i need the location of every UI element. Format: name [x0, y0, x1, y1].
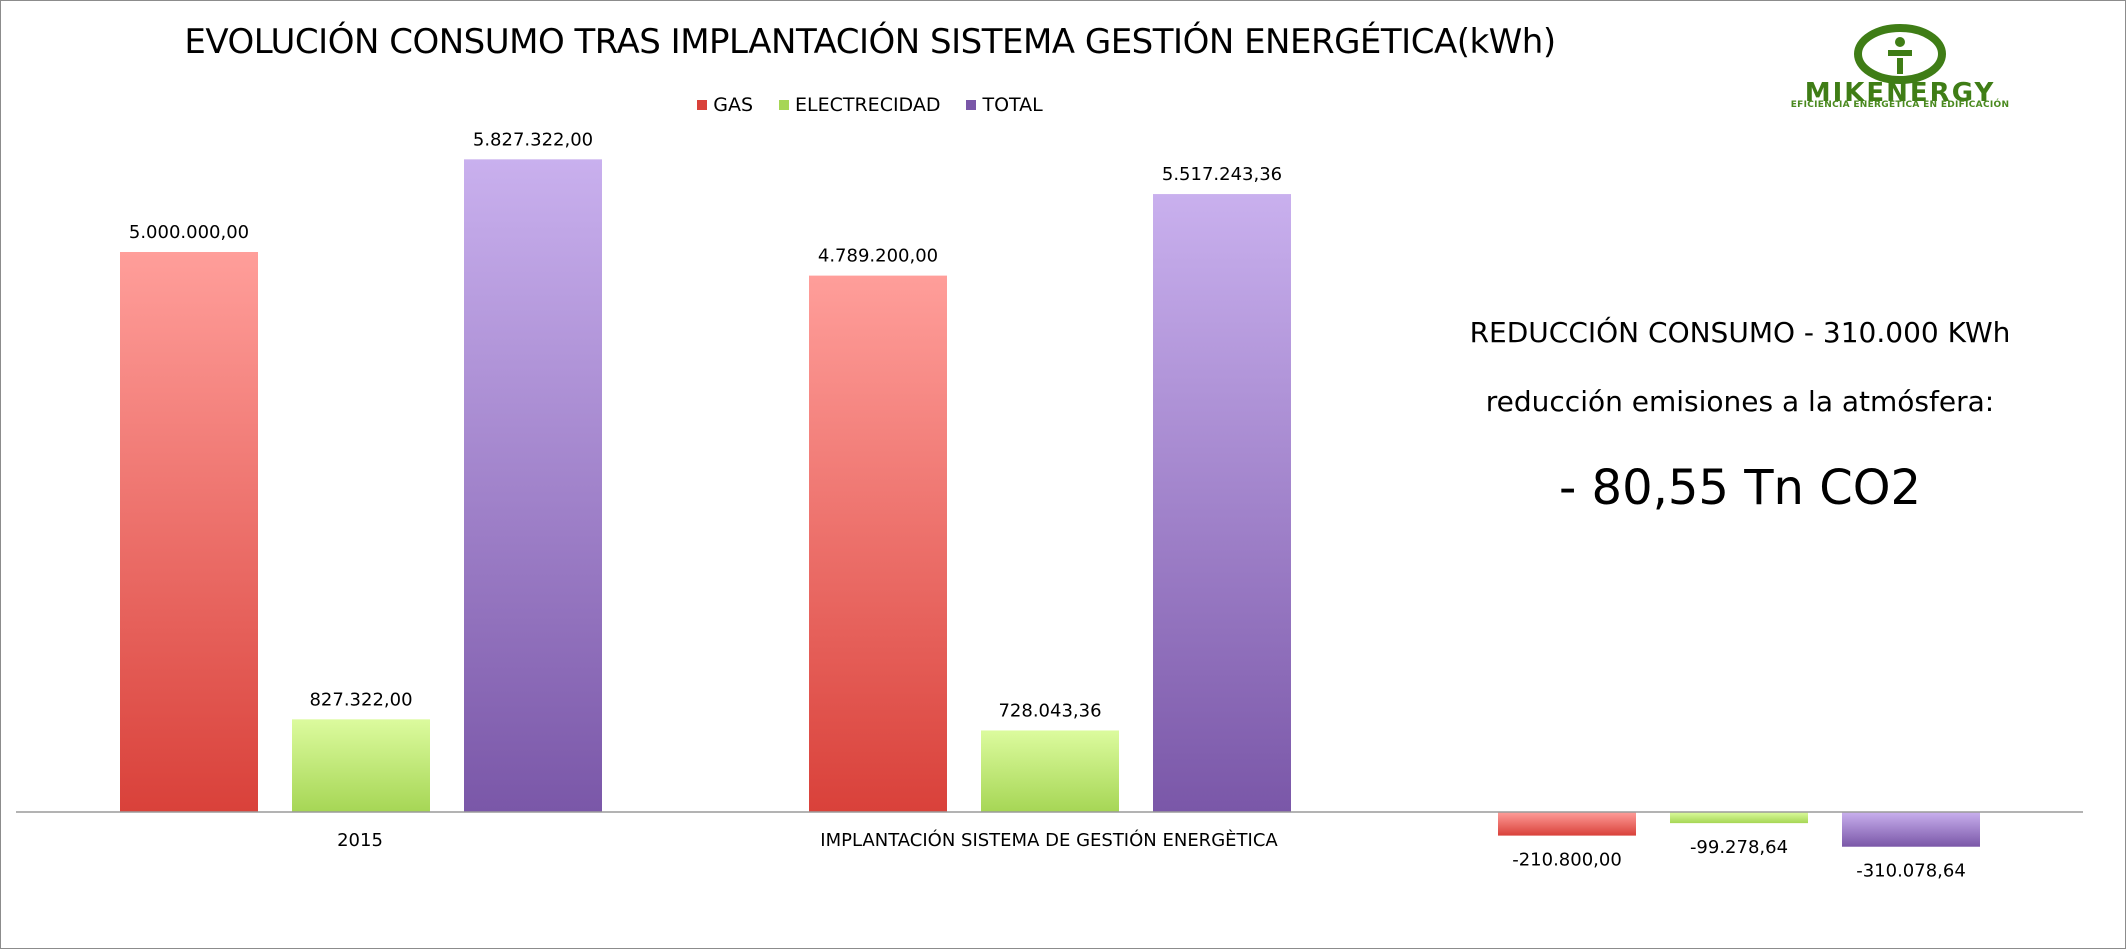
legend-label-electricidad: ELECTRECIDAD — [795, 94, 941, 116]
emissions-value: - 80,55 Tn CO2 — [1558, 460, 1922, 516]
bar-electrecidad-1 — [981, 730, 1119, 812]
legend-item-total: TOTAL — [966, 94, 1043, 116]
emissions-label: reducción emisiones a la atmósfera: — [1485, 385, 1995, 418]
legend-swatch-total — [966, 100, 977, 110]
bar-total-0 — [464, 159, 602, 812]
bar-gas-1 — [809, 275, 947, 812]
bar-gas-2 — [1498, 812, 1636, 836]
legend-item-gas: GAS — [697, 94, 753, 116]
legend-item-electricidad: ELECTRECIDAD — [779, 94, 940, 116]
mikenergy-logo — [1854, 24, 1946, 84]
logo-tagline: EFICIENCIA ENERGÉTICA EN EDIFICACIÓN — [1790, 100, 2010, 110]
bar-total-1 — [1153, 194, 1291, 813]
chart-title: EVOLUCIÓN CONSUMO TRAS IMPLANTACIÓN SIST… — [184, 22, 1556, 62]
category-label-0: 2015 — [337, 830, 383, 851]
bar-total-2 — [1842, 812, 1980, 847]
legend-swatch-electricidad — [779, 100, 790, 110]
legend-label-total: TOTAL — [982, 94, 1043, 116]
data-label-total-1: 5.517.243,36 — [1162, 164, 1282, 185]
data-label-total-0: 5.827.322,00 — [473, 129, 593, 150]
data-label-electrecidad-0: 827.322,00 — [309, 689, 412, 710]
bar-electrecidad-0 — [292, 719, 430, 812]
data-label-gas-1: 4.789.200,00 — [818, 246, 938, 267]
legend: GAS ELECTRECIDAD TOTAL — [0, 94, 1740, 116]
data-label-gas-0: 5.000.000,00 — [129, 222, 249, 243]
legend-label-gas: GAS — [713, 94, 754, 116]
data-label-electrecidad-2: -99.278,64 — [1690, 837, 1788, 858]
bar-electrecidad-2 — [1670, 812, 1808, 824]
logo-name: MIKENERGY — [1804, 78, 1996, 108]
bar-gas-0 — [120, 252, 258, 812]
reduction-note: REDUCCIÓN CONSUMO - 310.000 KWh — [1469, 316, 2011, 349]
category-label-1: IMPLANTACIÓN SISTEMA DE GESTIÓN ENERGÈTI… — [820, 829, 1278, 851]
data-label-gas-2: -210.800,00 — [1512, 850, 1622, 871]
data-label-total-2: -310.078,64 — [1856, 861, 1966, 882]
data-label-electrecidad-1: 728.043,36 — [998, 700, 1101, 721]
legend-swatch-gas — [697, 100, 708, 110]
